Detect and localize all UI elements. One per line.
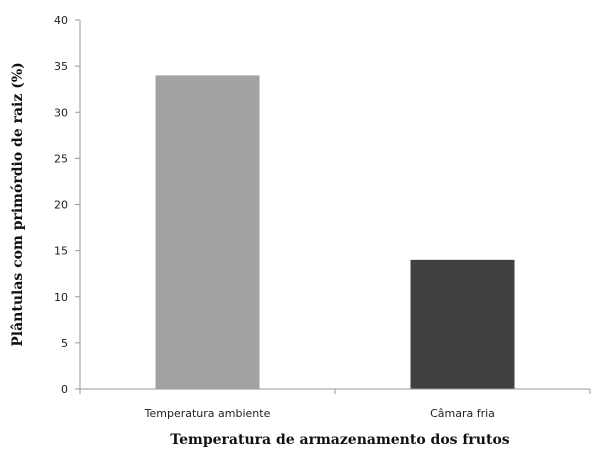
y-tick-label: 5 — [61, 337, 68, 350]
bars — [155, 75, 515, 389]
x-axis-title: Temperatura de armazenamento dos frutos — [170, 432, 509, 448]
bar — [410, 259, 515, 389]
y-tick-label: 20 — [54, 199, 68, 212]
x-tick-label: Temperatura ambiente — [144, 407, 271, 420]
y-axis-title: Plântulas com primórdio de raiz (%) — [10, 62, 26, 346]
bar — [155, 75, 260, 389]
y-tick-label: 40 — [54, 14, 68, 27]
y-tick-label: 35 — [54, 60, 68, 73]
y-tick-label: 30 — [54, 106, 68, 119]
y-tick-label: 15 — [54, 245, 68, 258]
y-tick-label: 10 — [54, 291, 68, 304]
y-tick-label: 0 — [61, 383, 68, 396]
y-tick-label: 25 — [54, 152, 68, 165]
x-tick-label: Câmara fria — [430, 407, 495, 420]
y-axis-ticks: 0 5 10 15 20 25 30 35 40 — [54, 14, 80, 396]
x-axis-ticks: Temperatura ambiente Câmara fria — [79, 389, 591, 420]
